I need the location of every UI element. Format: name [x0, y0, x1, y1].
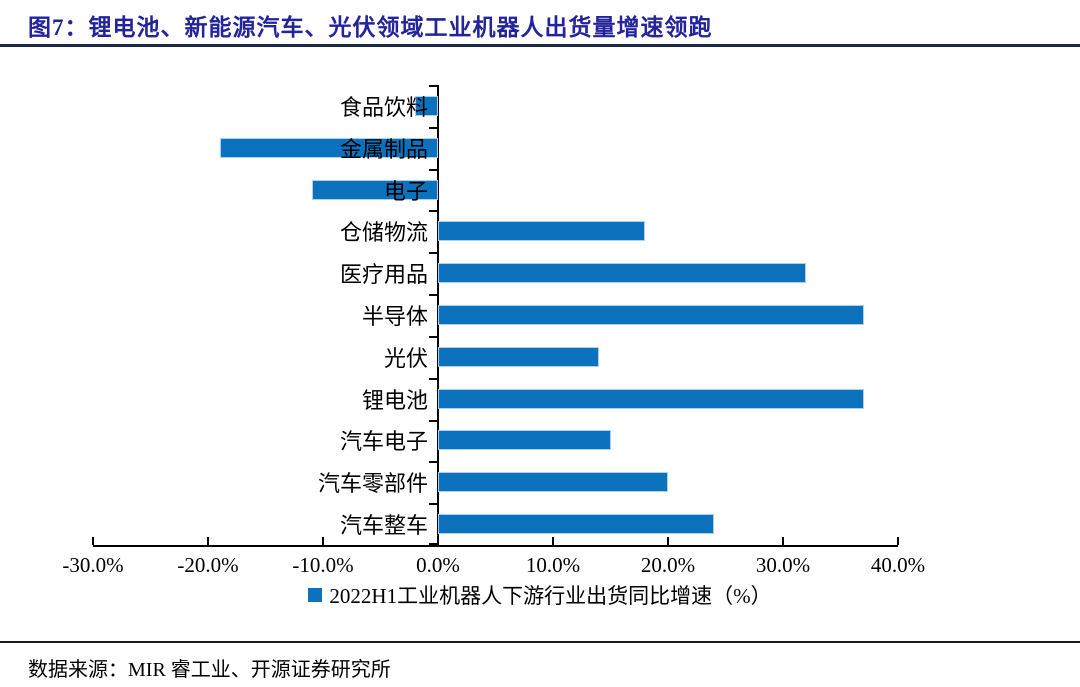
legend-swatch-icon: [308, 588, 323, 602]
x-axis-label: 10.0%: [525, 553, 581, 577]
category-label: 汽车零部件: [317, 471, 428, 497]
footer-divider: [0, 641, 1080, 643]
legend-label: 2022H1工业机器人下游行业出货同比增速（%）: [329, 584, 772, 608]
x-axis-tick: [552, 537, 554, 545]
x-axis-label: -10.0%: [292, 553, 354, 577]
plot-area: 食品饮料金属制品电子仓储物流医疗用品半导体光伏锂电池汽车电子汽车零部件汽车整车: [92, 85, 899, 547]
category-label: 汽车电子: [339, 429, 428, 455]
y-axis-tick: [429, 294, 437, 297]
x-axis-tick: [667, 537, 669, 545]
legend: 2022H1工业机器人下游行业出货同比增速（%）: [0, 580, 1080, 610]
x-axis-tick: [92, 537, 94, 545]
category-label: 金属制品: [339, 136, 428, 162]
y-axis-tick: [429, 461, 437, 464]
category-label: 仓储物流: [339, 220, 428, 246]
y-axis-tick: [429, 168, 437, 171]
y-axis-tick: [429, 503, 437, 506]
bar-医疗用品: [438, 263, 806, 284]
y-axis-tick: [429, 126, 437, 129]
bar-锂电池: [438, 388, 864, 409]
y-axis-tick: [429, 419, 437, 422]
bar-仓储物流: [438, 221, 645, 242]
x-axis-tick: [897, 537, 899, 545]
x-axis-label: 20.0%: [640, 553, 696, 577]
bar-汽车电子: [438, 430, 611, 451]
bar-汽车整车: [438, 514, 714, 535]
y-axis-tick: [429, 252, 437, 255]
figure-title: 图7：锂电池、新能源汽车、光伏领域工业机器人出货量增速领跑: [28, 15, 713, 40]
x-axis-label: 30.0%: [755, 553, 811, 577]
category-label: 医疗用品: [339, 262, 428, 288]
x-axis-label: 0.0%: [416, 553, 460, 577]
x-axis-tick: [437, 537, 439, 545]
y-axis-tick: [429, 543, 437, 545]
x-axis-tick: [782, 537, 784, 545]
bar-chart: 食品饮料 金属制品 电子 仓储物流 医疗用品 半导体 光伏 锂电池 汽车电子 汽车零部件 汽车整车 …: [0, 48, 1080, 608]
x-axis-label: -30.0%: [62, 553, 124, 577]
y-axis-tick: [429, 210, 437, 213]
category-label: 光伏: [383, 345, 428, 371]
title-underline: [0, 44, 1080, 47]
bar-食品饮料: [415, 95, 438, 116]
y-axis-tick: [429, 335, 437, 338]
x-axis-tick: [207, 537, 209, 545]
category-label: 电子: [383, 178, 428, 204]
bar-光伏: [438, 346, 599, 367]
category-label: 半导体: [361, 304, 428, 329]
x-axis-label: -20.0%: [177, 553, 239, 577]
category-label: 食品饮料: [339, 94, 428, 120]
data-source: 数据来源：MIR 睿工业、开源证券研究所: [28, 659, 391, 681]
bar-金属制品: [219, 137, 438, 158]
y-axis-tick: [429, 377, 437, 380]
x-axis-tick: [322, 537, 324, 545]
category-label: 汽车整车: [339, 513, 428, 539]
bar-半导体: [438, 305, 864, 325]
y-axis-tick: [429, 85, 437, 87]
category-label: 锂电池: [361, 387, 428, 413]
x-axis-label: 40.0%: [870, 553, 926, 577]
bar-电子: [311, 179, 438, 200]
bar-汽车零部件: [438, 472, 668, 493]
